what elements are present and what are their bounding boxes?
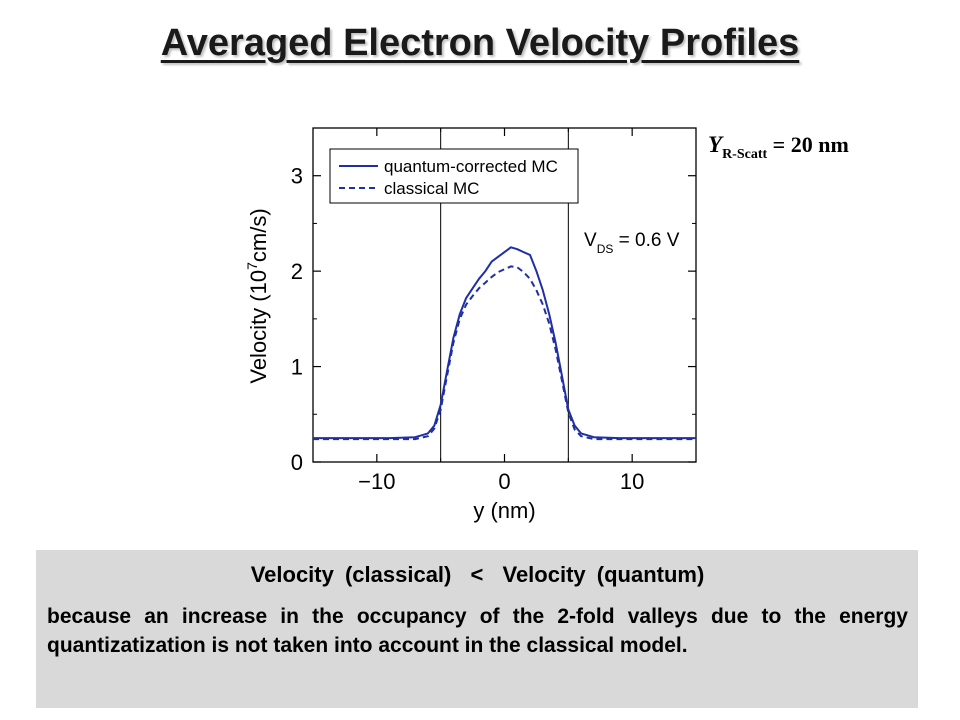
slide-title: Averaged Electron Velocity Profiles: [160, 22, 800, 64]
x-tick-label: 10: [620, 469, 644, 494]
y-tick-label: 1: [291, 355, 303, 380]
comparison-right: Velocity (quantum): [502, 562, 705, 587]
y-tick-label: 2: [291, 259, 303, 284]
y-tick-label: 0: [291, 450, 303, 475]
annotation-value: = 20 nm: [772, 132, 849, 157]
series-line-quantum: [313, 246, 696, 440]
legend-box: [329, 148, 579, 204]
comparison-operator: <: [470, 562, 484, 587]
velocity-chart: −10 0 10 0 1 2 3 quantum-corrected MC classical …: [244, 127, 697, 523]
x-tick-label: 0: [498, 469, 510, 494]
series-line-classical: [313, 265, 696, 441]
summary-box: Velocity (classical) < Velocity (quantum…: [36, 550, 918, 708]
annotation-symbol: Y: [708, 132, 723, 157]
comparison-line: Velocity (classical) < Velocity (quantum…: [47, 562, 908, 588]
y-tick-label: 3: [291, 164, 303, 189]
legend-label: quantum-corrected MC: [384, 157, 558, 176]
annotation-subscript: R-Scatt: [722, 147, 768, 162]
x-tick-label: −10: [358, 469, 395, 494]
y-axis-label: Velocity (107cm/s): [244, 208, 271, 383]
y-r-scatt-annotation: YR-Scatt = 20 nm: [708, 132, 849, 162]
x-axis-label: y (nm): [473, 498, 535, 523]
explanation-text: because an increase in the occupancy of …: [47, 605, 908, 657]
comparison-left: Velocity (classical): [250, 562, 452, 587]
vds-annotation: VDS = 0.6 V: [584, 230, 680, 256]
legend-label: classical MC: [384, 179, 479, 198]
